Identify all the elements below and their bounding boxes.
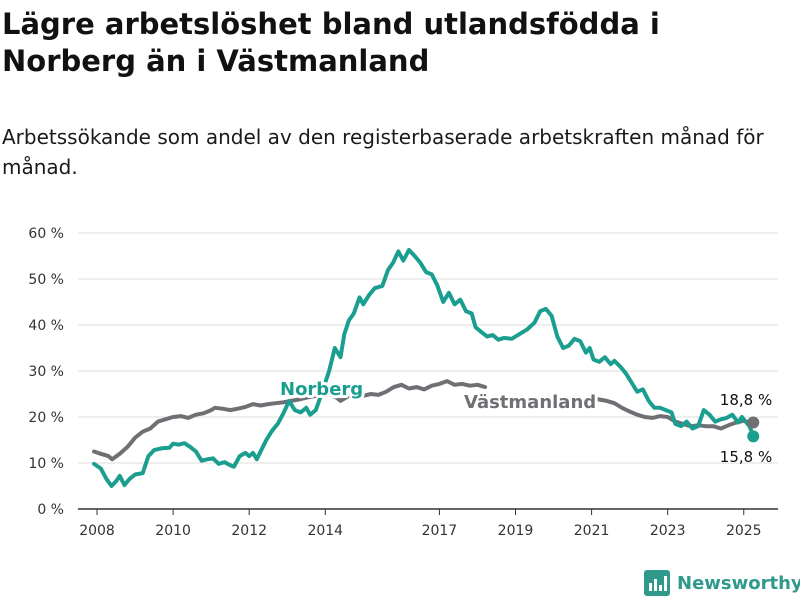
series-label-vastmanland-halo: Västmanland bbox=[464, 392, 596, 413]
end-label-vastmanland: 18,8 % bbox=[720, 391, 772, 409]
x-tick-label: 2010 bbox=[155, 523, 191, 539]
x-tick-label: 2025 bbox=[726, 523, 762, 539]
end-point-vastmanland bbox=[747, 416, 760, 429]
x-tick-label: 2023 bbox=[650, 523, 686, 539]
x-tick-label: 2019 bbox=[498, 523, 534, 539]
y-tick-label: 40 % bbox=[28, 318, 64, 334]
end-label-norberg: 15,8 % bbox=[720, 448, 772, 466]
bar-chart-icon bbox=[644, 570, 670, 596]
x-tick-label: 2017 bbox=[422, 523, 458, 539]
y-tick-label: 0 % bbox=[37, 502, 64, 518]
series-label-norberg: Norberg bbox=[280, 379, 363, 400]
y-tick-label: 30 % bbox=[28, 364, 64, 380]
y-tick-label: 50 % bbox=[28, 272, 64, 288]
x-tick-label: 2021 bbox=[574, 523, 610, 539]
x-tick-label: 2012 bbox=[231, 523, 267, 539]
series-line-norberg bbox=[92, 248, 756, 488]
brand-name: Newsworthy bbox=[677, 572, 800, 594]
x-tick-label: 2014 bbox=[307, 523, 343, 539]
brand-logo: Newsworthy bbox=[644, 568, 800, 598]
series-label-vastmanland: Västmanland bbox=[464, 392, 596, 413]
line-chart: 0 % 10 % 20 % 30 % 40 % 50 % 60 % 2008 2010 2012… bbox=[28, 226, 778, 539]
end-point-norberg bbox=[747, 430, 760, 443]
y-axis: 0 % 10 % 20 % 30 % 40 % 50 % 60 % bbox=[28, 226, 64, 518]
x-axis: 2008 2010 2012 2014 2017 2019 2021 2023 2025 bbox=[79, 509, 762, 539]
series-label-norberg-halo: Norberg bbox=[280, 379, 363, 400]
y-tick-label: 20 % bbox=[28, 410, 64, 426]
x-tick-label: 2008 bbox=[79, 523, 115, 539]
chart-title: Lägre arbetslöshet bland utlandsfödda i … bbox=[2, 7, 660, 78]
y-tick-label: 60 % bbox=[28, 226, 64, 242]
chart-subtitle: Arbetssökande som andel av den registerb… bbox=[2, 125, 764, 179]
series-lines bbox=[92, 248, 760, 488]
series-labels: 18,8 %15,8 %NorbergNorbergVästmanlandVäs… bbox=[277, 376, 772, 466]
y-tick-label: 10 % bbox=[28, 456, 64, 472]
